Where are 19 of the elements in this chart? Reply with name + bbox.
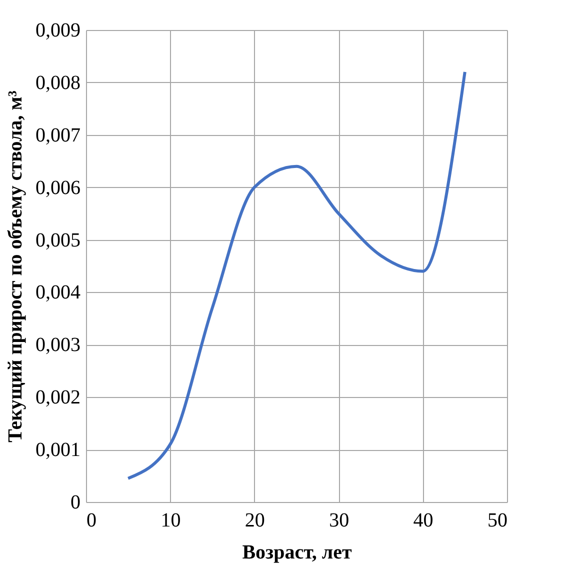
x-tick-label: 20 [244,510,265,532]
y-axis-title: Текущий прирост по объему ствола, м³ [4,90,26,442]
line-series [126,70,466,480]
x-tick-label: 40 [413,510,434,532]
y-tick-label: 0 [70,492,80,514]
y-tick-label: 0,006 [36,176,80,199]
x-tick-label: 0 [86,510,96,532]
y-tick-label: 0,009 [36,20,80,42]
y-tick-label: 0,002 [36,386,80,409]
y-tick-label: 0,007 [36,124,80,146]
y-tick-label: 0,003 [36,334,80,356]
x-axis-title: Возраст, лет [242,542,352,564]
y-tick-label: 0,005 [36,229,80,252]
y-tick-label: 0,001 [36,439,80,462]
x-tick-label: 50 [488,510,508,532]
y-tick-label: 0,008 [36,72,80,94]
x-tick-label: 30 [329,510,350,532]
y-tick-label: 0,004 [36,282,80,304]
x-tick-label: 10 [160,510,181,532]
